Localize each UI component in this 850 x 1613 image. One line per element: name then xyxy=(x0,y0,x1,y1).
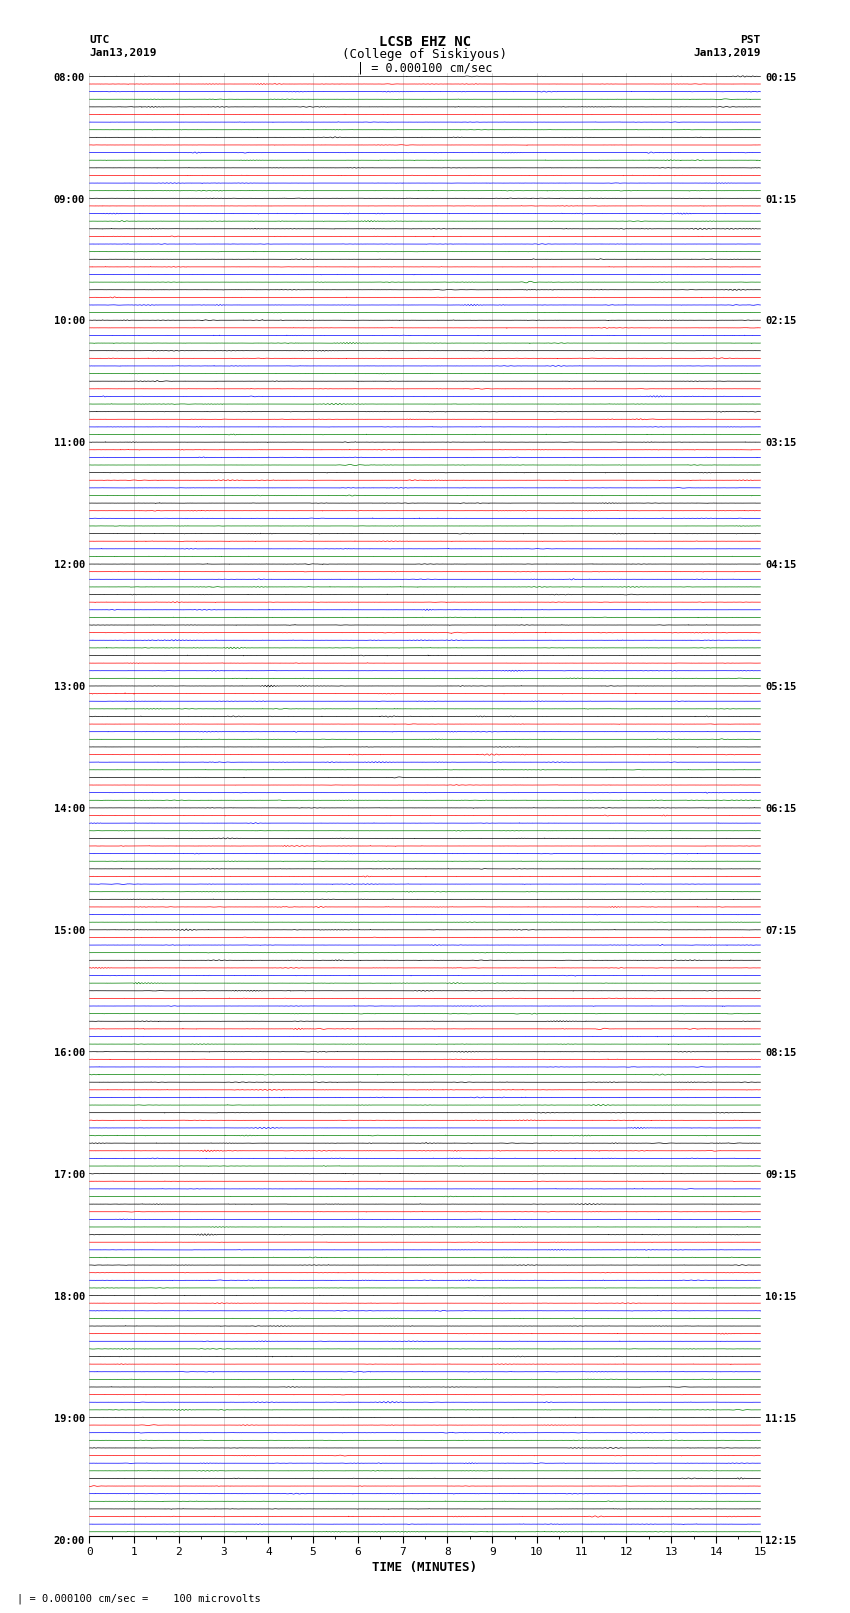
Text: 17:00: 17:00 xyxy=(54,1169,85,1179)
Text: 00:15: 00:15 xyxy=(765,73,796,82)
Text: 07:15: 07:15 xyxy=(765,926,796,936)
Text: 02:15: 02:15 xyxy=(765,316,796,326)
Text: Jan13,2019: Jan13,2019 xyxy=(694,48,761,58)
Text: | = 0.000100 cm/sec: | = 0.000100 cm/sec xyxy=(357,61,493,74)
Text: 10:15: 10:15 xyxy=(765,1292,796,1302)
Text: 20:00: 20:00 xyxy=(54,1536,85,1545)
Text: LCSB EHZ NC: LCSB EHZ NC xyxy=(379,35,471,50)
Text: 08:15: 08:15 xyxy=(765,1048,796,1058)
Text: TIME (MINUTES): TIME (MINUTES) xyxy=(372,1561,478,1574)
Text: 18:00: 18:00 xyxy=(54,1292,85,1302)
Text: 03:15: 03:15 xyxy=(765,439,796,448)
Text: 09:00: 09:00 xyxy=(54,195,85,205)
Text: PST: PST xyxy=(740,35,761,45)
Text: 10:00: 10:00 xyxy=(54,316,85,326)
Text: 14:00: 14:00 xyxy=(54,805,85,815)
Text: 06:15: 06:15 xyxy=(765,805,796,815)
Text: 16:00: 16:00 xyxy=(54,1048,85,1058)
Text: 12:00: 12:00 xyxy=(54,560,85,571)
Text: 12:15: 12:15 xyxy=(765,1536,796,1545)
Text: | = 0.000100 cm/sec =    100 microvolts: | = 0.000100 cm/sec = 100 microvolts xyxy=(17,1594,261,1605)
Text: 11:00: 11:00 xyxy=(54,439,85,448)
Text: 01:15: 01:15 xyxy=(765,195,796,205)
Text: 19:00: 19:00 xyxy=(54,1413,85,1424)
Text: (College of Siskiyous): (College of Siskiyous) xyxy=(343,48,507,61)
Text: 13:00: 13:00 xyxy=(54,682,85,692)
Text: 08:00: 08:00 xyxy=(54,73,85,82)
Text: 09:15: 09:15 xyxy=(765,1169,796,1179)
Text: 11:15: 11:15 xyxy=(765,1413,796,1424)
Text: 05:15: 05:15 xyxy=(765,682,796,692)
Text: UTC: UTC xyxy=(89,35,110,45)
Text: Jan13,2019: Jan13,2019 xyxy=(89,48,156,58)
Text: 04:15: 04:15 xyxy=(765,560,796,571)
Text: 15:00: 15:00 xyxy=(54,926,85,936)
